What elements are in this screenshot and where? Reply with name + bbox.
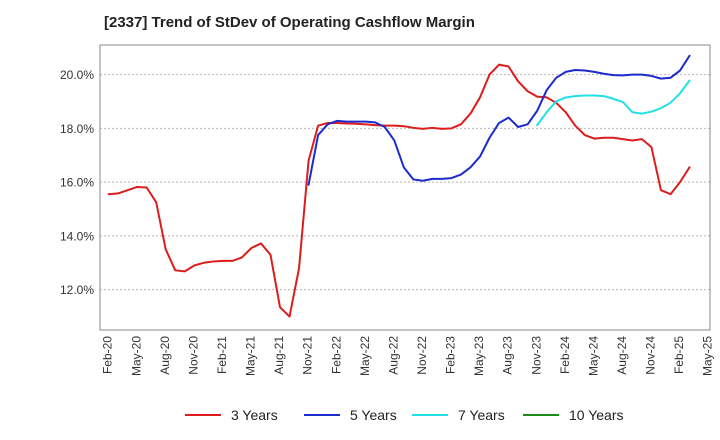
legend-swatch	[185, 414, 221, 416]
x-tick-label: Feb-21	[215, 336, 229, 374]
x-tick-label: Nov-24	[644, 336, 658, 375]
legend-item: 3 Years	[185, 404, 278, 426]
legend-label: 10 Years	[569, 407, 624, 423]
x-tick-label: Aug-23	[501, 336, 515, 375]
y-tick-label: 14.0%	[60, 229, 94, 243]
x-tick-label: Nov-20	[186, 336, 200, 375]
x-tick-label: Aug-20	[158, 336, 172, 375]
x-tick-label: May-21	[244, 336, 258, 376]
x-tick-label: Feb-20	[101, 336, 115, 374]
legend-label: 7 Years	[458, 407, 505, 423]
x-tick-label: May-24	[586, 336, 600, 376]
x-tick-label: Feb-24	[558, 336, 572, 374]
x-tick-label: Nov-23	[529, 336, 543, 375]
legend-label: 3 Years	[231, 407, 278, 423]
series-line-0	[107, 63, 691, 318]
x-tick-label: Nov-22	[415, 336, 429, 375]
x-tick-label: Nov-21	[301, 336, 315, 375]
x-tick-label: Aug-21	[272, 336, 286, 375]
legend-swatch	[412, 414, 448, 416]
legend-item: 5 Years	[304, 404, 397, 426]
x-tick-label: Aug-22	[386, 336, 400, 375]
grid-layer	[100, 74, 710, 291]
x-tick-label: Feb-22	[329, 336, 343, 374]
series-line-2	[536, 79, 691, 127]
x-tick-label: May-20	[129, 336, 143, 376]
x-tick-label: Feb-23	[444, 336, 458, 374]
legend: 3 Years 5 Years 7 Years 10 Years	[0, 404, 720, 426]
y-tick-label: 16.0%	[60, 176, 94, 190]
legend-label: 5 Years	[350, 407, 397, 423]
y-tick-label: 12.0%	[60, 283, 94, 297]
x-tick-label: Aug-24	[615, 336, 629, 375]
legend-swatch	[304, 414, 340, 416]
plot-area	[99, 44, 711, 331]
series-line-1	[307, 54, 691, 186]
legend-item: 10 Years	[523, 404, 624, 426]
x-axis-ticks: Feb-20 May-20 Aug-20 Nov-20 Feb-21 May-21 Aug-…	[101, 336, 715, 376]
legend-item: 7 Years	[412, 404, 505, 426]
y-tick-label: 20.0%	[60, 68, 94, 82]
x-tick-label: May-23	[472, 336, 486, 376]
x-tick-label: May-25	[701, 336, 715, 376]
legend-swatch	[523, 414, 559, 416]
x-tick-label: May-22	[358, 336, 372, 376]
x-tick-label: Feb-25	[672, 336, 686, 374]
chart-title: [2337] Trend of StDev of Operating Cashf…	[104, 14, 475, 31]
y-tick-label: 18.0%	[60, 122, 94, 136]
series-layer	[107, 54, 691, 318]
y-axis-ticks: 12.0% 14.0% 16.0% 18.0% 20.0%	[60, 68, 94, 297]
